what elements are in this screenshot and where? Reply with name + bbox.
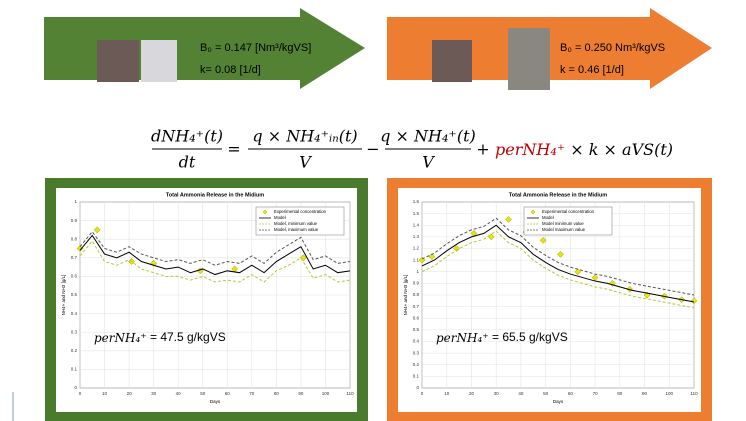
chart-title: Total Ammonia Release in the Midium bbox=[166, 192, 265, 198]
x-tick-label: 60 bbox=[225, 391, 231, 396]
eq-part: V bbox=[422, 153, 435, 172]
legend-label: Model bbox=[542, 215, 554, 220]
photo bbox=[97, 40, 139, 82]
x-tick-label: 60 bbox=[568, 391, 574, 396]
x-tick-label: 70 bbox=[593, 391, 599, 396]
y-tick-label: 0.3 bbox=[413, 350, 420, 355]
y-tick-label: 1.5 bbox=[413, 211, 420, 216]
equation: dNH₄⁺(t) dt = q × NH₄⁺ᵢₙ(t) V − q × NH₄⁺… bbox=[151, 127, 673, 172]
x-tick-label: 10 bbox=[444, 391, 450, 396]
legend-label: Model bbox=[274, 215, 286, 220]
eq-part: dNH₄⁺(t) bbox=[151, 127, 223, 146]
eq-part: perNH₄⁺ bbox=[495, 140, 565, 159]
y-tick-label: 0.2 bbox=[413, 362, 420, 367]
y-tick-label: 0.6 bbox=[71, 274, 78, 279]
x-tick-label: 40 bbox=[518, 391, 524, 396]
y-tick-label: 0.8 bbox=[413, 292, 420, 297]
y-axis-label: NH4+ and NH3 [g/L] bbox=[403, 275, 408, 316]
slide: B₀ = 0.147 [Nm³/kgVS] k= 0.08 [1/d] B₀ =… bbox=[0, 0, 746, 421]
annotation-part: perNH₄⁺ bbox=[94, 331, 147, 345]
x-tick-label: 90 bbox=[298, 391, 304, 396]
x-tick-label: 80 bbox=[274, 391, 280, 396]
eq-part: V bbox=[299, 153, 312, 172]
eq-part: = bbox=[227, 140, 240, 159]
arrow-text: k = 0.46 [1/d] bbox=[560, 64, 624, 76]
photo bbox=[508, 28, 550, 90]
y-tick-label: 0.9 bbox=[71, 218, 78, 223]
x-tick-label: 100 bbox=[322, 391, 330, 396]
x-tick-label: 10 bbox=[102, 391, 108, 396]
x-tick-label: 100 bbox=[666, 391, 674, 396]
x-axis-label: Days bbox=[210, 399, 221, 404]
photo bbox=[432, 40, 472, 82]
y-tick-label: 0.1 bbox=[71, 367, 78, 372]
y-tick-label: 0.3 bbox=[71, 329, 78, 334]
eq-part: − bbox=[366, 140, 379, 159]
y-tick-label: 0.8 bbox=[71, 236, 78, 241]
arrow-text: B₀ = 0.250 Nm³/kgVS bbox=[560, 42, 665, 54]
page: B₀ = 0.147 [Nm³/kgVS] k= 0.08 [1/d] B₀ =… bbox=[0, 0, 746, 421]
x-tick-label: 70 bbox=[249, 391, 255, 396]
chart-title: Total Ammonia Release in the Midium bbox=[509, 192, 608, 198]
y-tick-label: 0.5 bbox=[71, 292, 78, 297]
y-tick-label: 1.2 bbox=[413, 246, 420, 251]
x-tick-label: 40 bbox=[176, 391, 182, 396]
eq-term: perNH₄⁺ × k × aVS(t) bbox=[495, 140, 673, 159]
annotation: perNH₄⁺ = 65.5 g/kgVS bbox=[436, 330, 568, 344]
photo bbox=[141, 40, 177, 82]
x-tick-label: 110 bbox=[690, 391, 698, 396]
y-tick-label: 0.2 bbox=[71, 348, 78, 353]
arrow-text: B₀ = 0.147 [Nm³/kgVS] bbox=[200, 42, 311, 54]
legend-label: Model, minimum value bbox=[274, 221, 318, 226]
y-tick-label: 0.5 bbox=[413, 327, 420, 332]
x-tick-label: 50 bbox=[543, 391, 549, 396]
legend-label: Model minimum value bbox=[542, 221, 584, 226]
eq-part: × k × aVS(t) bbox=[565, 140, 673, 159]
x-tick-label: 50 bbox=[200, 391, 206, 396]
y-tick-label: 1.4 bbox=[413, 222, 420, 227]
annotation-part: = 65.5 g/kgVS bbox=[489, 330, 568, 344]
x-tick-label: 30 bbox=[494, 391, 500, 396]
annotation: perNH₄⁺ = 47.5 g/kgVS bbox=[94, 330, 226, 344]
y-tick-label: 0.7 bbox=[71, 255, 78, 260]
y-tick-label: 0.9 bbox=[413, 281, 420, 286]
y-tick-label: 0.7 bbox=[413, 304, 420, 309]
y-tick-label: 0.6 bbox=[413, 315, 420, 320]
y-tick-label: 0.4 bbox=[71, 311, 78, 316]
y-tick-label: 1.6 bbox=[413, 199, 420, 204]
x-tick-label: 110 bbox=[346, 391, 354, 396]
y-tick-label: 1.1 bbox=[413, 257, 420, 262]
x-tick-label: 20 bbox=[469, 391, 475, 396]
y-tick-label: 0.1 bbox=[413, 374, 420, 379]
legend-label: Model maximum value bbox=[542, 227, 586, 232]
x-tick-label: 80 bbox=[617, 391, 623, 396]
y-tick-label: 0.4 bbox=[413, 339, 420, 344]
annotation-part: = 47.5 g/kgVS bbox=[147, 330, 226, 344]
legend-label: Experimental concentration bbox=[542, 209, 595, 214]
eq-part: q × NH₄⁺(t) bbox=[380, 127, 476, 146]
y-axis-label: NH4+ and NH3 [g/L] bbox=[61, 275, 66, 316]
legend-label: Experimental concentration bbox=[274, 209, 327, 214]
legend-label: Model, maximum value bbox=[274, 227, 319, 232]
x-tick-label: 90 bbox=[642, 391, 648, 396]
y-tick-label: 1.3 bbox=[413, 234, 420, 239]
eq-part: dt bbox=[179, 153, 196, 172]
x-axis-label: Days bbox=[553, 399, 564, 404]
eq-part: + bbox=[476, 140, 489, 159]
arrow-text: k= 0.08 [1/d] bbox=[200, 64, 261, 76]
eq-part: q × NH₄⁺ᵢₙ(t) bbox=[252, 127, 357, 146]
x-tick-label: 30 bbox=[151, 391, 157, 396]
annotation-part: perNH₄⁺ bbox=[436, 331, 489, 345]
x-tick-label: 20 bbox=[127, 391, 133, 396]
